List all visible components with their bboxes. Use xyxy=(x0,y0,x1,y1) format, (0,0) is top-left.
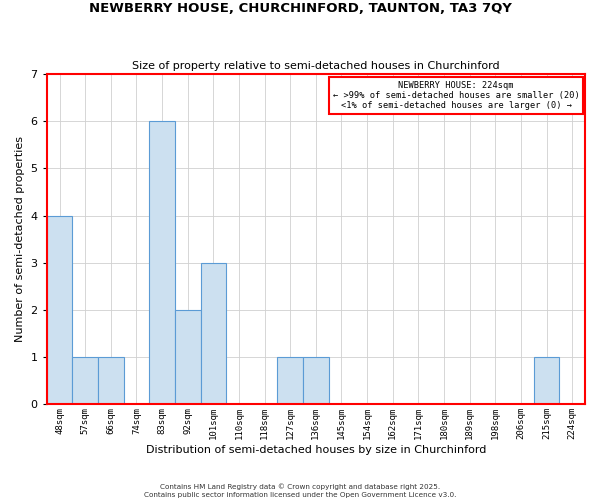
Text: NEWBERRY HOUSE: 224sqm
← >99% of semi-detached houses are smaller (20)
<1% of se: NEWBERRY HOUSE: 224sqm ← >99% of semi-de… xyxy=(333,80,580,110)
Bar xyxy=(200,263,226,404)
Bar xyxy=(175,310,200,404)
Bar xyxy=(47,216,73,404)
X-axis label: Distribution of semi-detached houses by size in Churchinford: Distribution of semi-detached houses by … xyxy=(146,445,486,455)
Bar xyxy=(73,357,98,405)
Bar xyxy=(149,122,175,405)
Text: NEWBERRY HOUSE, CHURCHINFORD, TAUNTON, TA3 7QY: NEWBERRY HOUSE, CHURCHINFORD, TAUNTON, T… xyxy=(89,2,511,16)
Y-axis label: Number of semi-detached properties: Number of semi-detached properties xyxy=(15,136,25,342)
Text: Contains HM Land Registry data © Crown copyright and database right 2025.
Contai: Contains HM Land Registry data © Crown c… xyxy=(144,484,456,498)
Bar xyxy=(534,357,559,405)
Bar xyxy=(277,357,303,405)
Bar xyxy=(98,357,124,405)
Title: Size of property relative to semi-detached houses in Churchinford: Size of property relative to semi-detach… xyxy=(132,60,500,70)
Bar xyxy=(303,357,329,405)
